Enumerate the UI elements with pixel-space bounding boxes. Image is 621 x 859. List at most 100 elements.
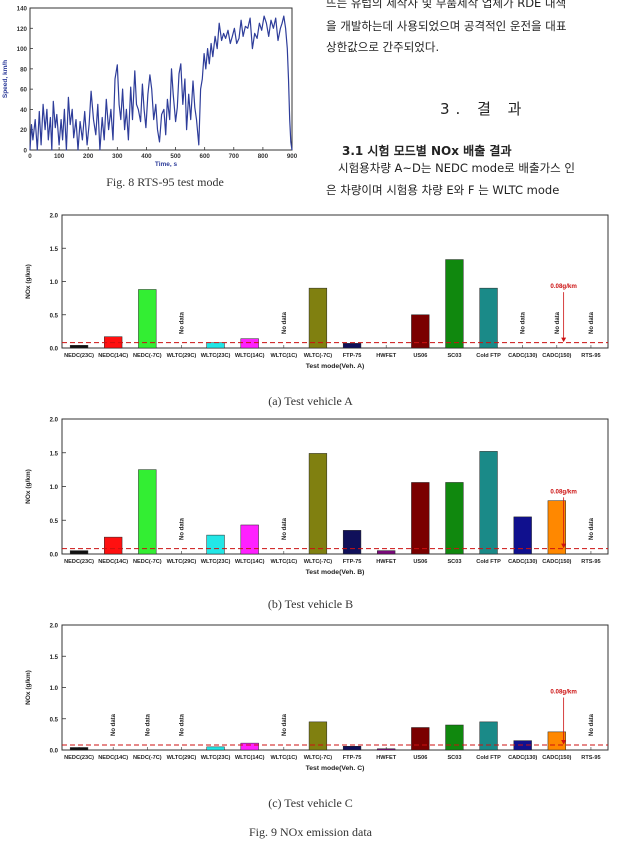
- fig9-caption: Fig. 9 NOx emission data: [249, 825, 372, 839]
- bar: [69, 345, 89, 349]
- bar: [342, 746, 362, 751]
- bar: [445, 724, 464, 751]
- bar: [138, 469, 157, 555]
- xtick-label: SC03: [447, 755, 461, 761]
- fig8-ytick-label: 120: [17, 26, 28, 33]
- xtick-label: WLTC(-7C): [304, 559, 333, 565]
- fig8-xtick-label: 400: [141, 153, 152, 160]
- bar: [308, 721, 328, 751]
- no-data-label: No data: [555, 311, 561, 334]
- body-line-3: 상한값으로 간주되었다.: [326, 40, 440, 54]
- no-data-label: No data: [179, 713, 185, 736]
- bar: [206, 534, 225, 555]
- xtick-label: CADC(130): [508, 353, 537, 359]
- bar: [104, 536, 123, 555]
- ytick-label: 1.0: [50, 280, 59, 286]
- fig8-xtick-label: 600: [200, 153, 211, 160]
- ytick-label: 2.0: [50, 624, 59, 630]
- xtick-label: WLTC(1C): [271, 755, 298, 761]
- xtick-label: CADC(150): [542, 353, 571, 359]
- fig8-xtick-label: 300: [112, 153, 123, 160]
- bar: [411, 314, 430, 349]
- bar: [206, 342, 225, 349]
- xtick-label: WLTC(23C): [201, 559, 231, 565]
- xtick-label: CADC(130): [508, 559, 537, 565]
- ytick-label: 0.5: [50, 717, 59, 723]
- fig8-xtick-label: 700: [229, 153, 240, 160]
- ytick-label: 1.5: [50, 247, 59, 253]
- xtick-label: NEDC(14C): [98, 755, 128, 761]
- xtick-label: WLTC(23C): [201, 755, 231, 761]
- xtick-label: WLTC(29C): [167, 755, 197, 761]
- ytick-label: 2.0: [50, 418, 59, 424]
- xtick-label: WLTC(29C): [167, 559, 197, 565]
- bar: [411, 482, 430, 555]
- no-data-label: No data: [179, 311, 185, 334]
- para-line-2: 은 차량이며 시험용 차량 E와 F 는 WLTC mode: [326, 183, 560, 197]
- xtick-label: US06: [413, 559, 427, 565]
- limit-arrow-head: [561, 740, 567, 745]
- xtick-label: CADC(150): [542, 559, 571, 565]
- y-axis-label: NOx (g/km): [25, 469, 32, 504]
- xtick-label: HWFET: [376, 755, 396, 761]
- xtick-label: CADC(130): [508, 755, 537, 761]
- ytick-label: 0.0: [50, 553, 59, 559]
- bar: [479, 721, 498, 751]
- xtick-label: HWFET: [376, 353, 396, 359]
- xtick-label: SC03: [447, 559, 461, 565]
- bar: [377, 748, 396, 751]
- bar: [479, 287, 498, 349]
- fig8-caption: Fig. 8 RTS-95 test mode: [106, 175, 224, 189]
- bar: [411, 727, 430, 751]
- fig8-xtick-label: 200: [83, 153, 94, 160]
- section-heading: 3. 결 과: [440, 100, 528, 118]
- xtick-label: NEDC(-7C): [133, 559, 162, 565]
- no-data-label: No data: [111, 713, 117, 736]
- nox-chart-vehicle-b: 0.0 0.5 1.0 1.5 2.0 NOx (g/km) NEDC(23C) NEDC(1…: [25, 418, 609, 576]
- fig8-ytick-label: 60: [20, 87, 27, 94]
- ytick-label: 1.5: [50, 655, 59, 661]
- xtick-label: US06: [413, 755, 427, 761]
- xtick-label: FTP-75: [343, 755, 362, 761]
- xtick-label: NEDC(-7C): [133, 353, 162, 359]
- xtick-label: WLTC(-7C): [304, 353, 333, 359]
- fig8-ytick-label: 140: [17, 6, 28, 13]
- y-axis-label: NOx (g/km): [25, 670, 32, 705]
- xtick-label: FTP-75: [343, 559, 362, 565]
- no-data-label: No data: [282, 713, 288, 736]
- xtick-label: RTS-95: [581, 559, 600, 565]
- no-data-label: No data: [179, 517, 185, 540]
- x-axis-label: Test mode(Veh. C): [306, 765, 365, 772]
- fig8-ytick-label: 20: [20, 127, 27, 134]
- bar: [377, 550, 396, 555]
- bar: [479, 451, 498, 555]
- no-data-label: No data: [589, 713, 595, 736]
- xtick-label: WLTC(29C): [167, 353, 197, 359]
- bar: [547, 500, 566, 555]
- bar: [342, 343, 362, 349]
- panel-b-caption: (b) Test vehicle B: [267, 597, 354, 611]
- xtick-label: NEDC(23C): [64, 559, 94, 565]
- xtick-label: Cold FTP: [476, 755, 501, 761]
- bar: [240, 338, 259, 349]
- fig8-ytick-label: 40: [20, 107, 27, 114]
- limit-arrow-head: [561, 337, 567, 343]
- no-data-label: No data: [589, 517, 595, 540]
- nox-chart-vehicle-a: 0.0 0.5 1.0 1.5 2.0 NOx (g/km) NEDC(23C) NEDC(1…: [25, 214, 609, 370]
- fig8-ytick-label: 80: [20, 66, 27, 73]
- bar: [342, 530, 362, 555]
- no-data-label: No data: [521, 311, 527, 334]
- panel-c-caption: (c) Test vehicle C: [268, 796, 353, 810]
- fig8-chart: 0 20 40 60 80 100 120 140 0 100 200 300 400 500 600 700…: [2, 6, 298, 169]
- fig8-xtick-label: 500: [170, 153, 181, 160]
- ytick-label: 1.0: [50, 686, 59, 692]
- bar: [138, 289, 157, 349]
- bar: [513, 516, 532, 555]
- para-line-1: 시험용차량 A~D는 NEDC mode로 배출가스 인: [338, 161, 575, 175]
- xtick-label: HWFET: [376, 559, 396, 565]
- fig8-xtick-label: 900: [287, 153, 298, 160]
- fig8-ytick-label: 100: [17, 46, 28, 53]
- xtick-label: WLTC(14C): [235, 353, 265, 359]
- plot-frame: [61, 624, 609, 751]
- fig8-xlabel: Time, s: [155, 161, 178, 168]
